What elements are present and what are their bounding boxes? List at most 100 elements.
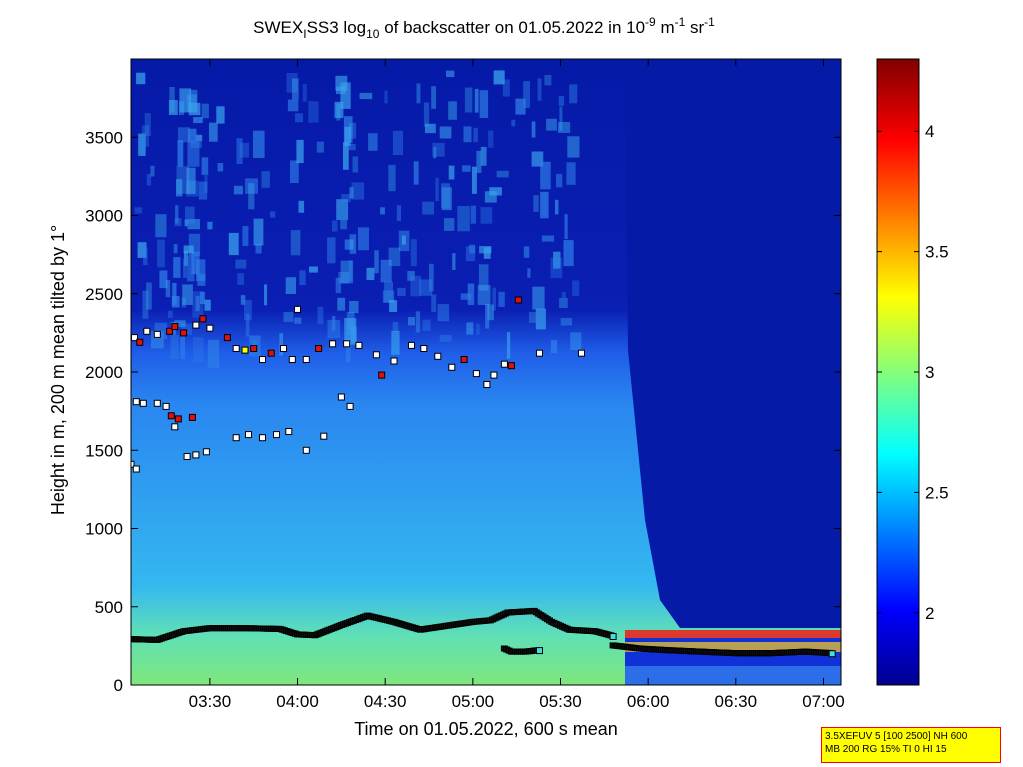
speckle [180,323,192,335]
speckle [183,250,188,266]
speckle [391,330,400,355]
cloud-base-points [131,296,585,473]
y-tick-label: 3000 [85,207,123,226]
y-tick-label: 1500 [85,441,123,460]
processing-info-box: 3.5XEFUV 5 [100 2500] NH 600 MB 200 RG 1… [821,727,1001,763]
speckle [531,121,536,138]
colorbar-tick-label: 3 [925,363,934,382]
cloud-base-point [346,402,354,410]
speckle [187,255,195,282]
speckle [531,151,544,167]
speckle [511,119,516,127]
speckle [285,277,296,294]
speckle [492,287,496,311]
speckle [550,257,563,279]
speckle [186,167,196,194]
speckle [523,81,530,108]
speckle [182,284,193,305]
speckle [195,134,203,142]
speckle [452,253,456,270]
speckle [407,271,415,281]
speckle [466,322,474,335]
x-tick-label: 06:30 [715,692,758,711]
speckle [349,301,359,314]
y-tick-label: 3500 [85,128,123,147]
speckle [348,260,353,281]
speckle [415,311,421,333]
speckle [138,133,146,156]
speckle [472,166,477,194]
speckle [187,141,200,167]
cloud-base-point [280,345,287,352]
speckle [413,161,419,185]
mixing-layer-points [131,607,836,658]
speckle [431,294,437,313]
upper-cloud-speckle [134,70,582,368]
colorbar-tick-label: 2.5 [925,483,949,502]
cloud-base-point [132,398,140,406]
speckle [185,206,195,224]
cloud-base-point [514,296,522,304]
speckle [172,283,177,305]
speckle [236,138,243,165]
speckle [233,185,243,195]
cloud-base-point [232,345,240,352]
speckle [146,173,152,186]
speckle [299,270,306,286]
speckle [177,127,191,143]
x-tick-label: 07:00 [802,692,845,711]
speckle [464,87,473,113]
speckle [380,207,385,215]
speckle [416,83,421,104]
title-pre: SWEX [253,18,303,37]
y-tick-label: 500 [95,598,123,617]
speckle [457,206,470,232]
speckle [422,319,431,331]
speckle [209,122,218,142]
cloud-base-point [288,356,296,363]
speckle [207,339,220,368]
speckle [437,304,450,322]
speckle [351,182,365,200]
speckle [237,273,244,285]
speckle [555,199,559,215]
speckle [136,72,146,85]
speckle [349,187,354,199]
speckle [570,332,582,351]
colorbar-tick-label: 4 [925,122,934,141]
speckle [341,194,351,203]
speckle [540,161,551,190]
speckle [488,130,494,148]
x-tick-label: 03:30 [189,692,232,711]
speckle [389,300,398,312]
speckle [344,126,351,146]
speckle [283,312,294,322]
speckle [270,211,276,218]
cloud-base-point [483,381,491,388]
cloud-base-point [448,363,456,371]
cloud-base-point [536,349,543,357]
speckle [245,313,250,337]
cloud-base-point [420,345,428,352]
speckle [397,287,406,296]
cloud-base-point [343,340,351,348]
surface-band [625,666,841,685]
layer-endpoint [609,633,617,640]
cloud-base-point [199,315,207,323]
speckle [344,239,354,250]
speckle [332,220,338,232]
speckle [469,244,476,254]
cloud-base-point [267,349,275,357]
speckle [340,82,351,109]
cloud-base-point [223,334,231,342]
speckle [480,207,493,224]
title-sup3: -1 [704,15,715,29]
speckle [196,259,206,281]
speckle [187,128,197,143]
speckle [193,337,204,363]
speckle [506,332,511,359]
speckle [336,199,349,220]
cloud-base-point [206,324,214,332]
speckle [478,264,489,291]
speckle [446,70,455,78]
